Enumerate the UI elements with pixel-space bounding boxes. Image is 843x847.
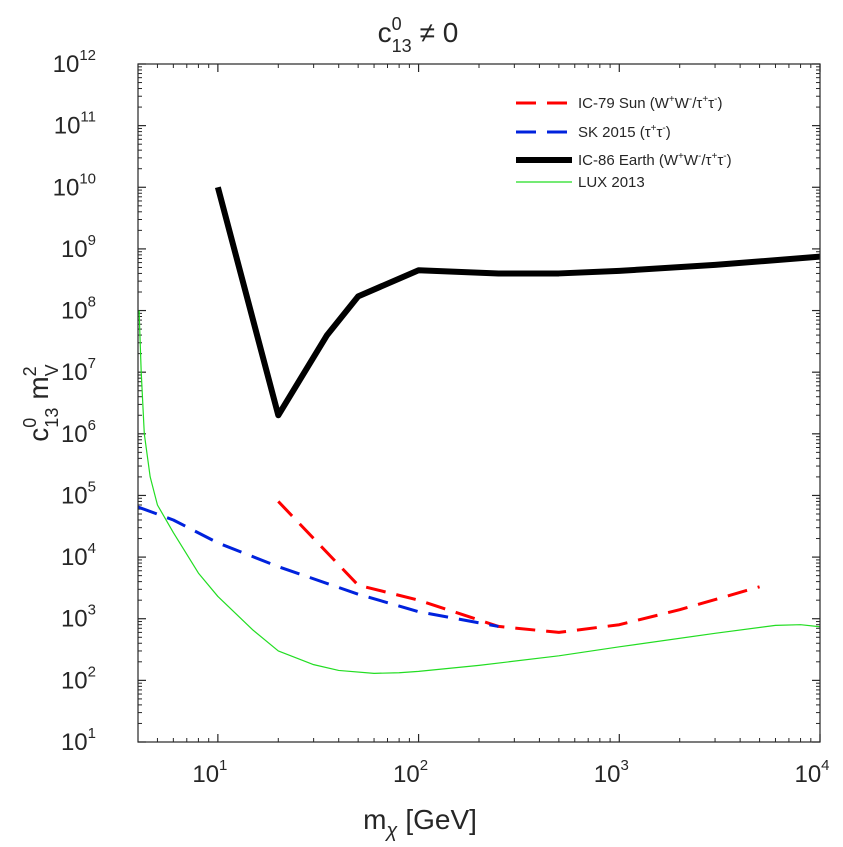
legend-label-ic86-earth: IC-86 Earth (W+W-/τ+τ-)	[578, 151, 732, 169]
y-tick-label: 107	[61, 355, 96, 386]
chart-title: c0 13 ≠ 0	[378, 14, 459, 56]
legend: IC-79 Sun (W+W-/τ+τ-) SK 2015 (τ+τ-) IC-86…	[516, 94, 732, 191]
y-tick-label: 108	[61, 294, 96, 325]
data-series	[138, 186, 820, 674]
y-tick-label: 109	[61, 232, 96, 263]
y-tick-label: 101	[61, 725, 96, 756]
y-tick-label: 105	[61, 478, 96, 509]
y-tick-label: 1012	[53, 47, 96, 78]
x-tick-label: 102	[393, 757, 428, 788]
legend-label-ic79-sun: IC-79 Sun (W+W-/τ+τ-)	[578, 94, 722, 112]
y-tick-label: 1010	[53, 170, 96, 201]
series-line-ic79-sun	[277, 500, 760, 634]
axis-tick-labels: 101 102 103 104 101 102 103 104 105 106 107 108 109 1…	[53, 47, 830, 788]
x-tick-label: 101	[192, 757, 227, 788]
y-tick-label: 103	[61, 602, 96, 633]
series-line-lux-2013	[138, 310, 820, 674]
x-axis-label: mχ [GeV]	[363, 804, 477, 842]
x-tick-label: 103	[594, 757, 629, 788]
x-tick-label: 104	[794, 757, 829, 788]
y-axis-label: c0 13m2 V	[20, 364, 62, 441]
axis-ticks	[138, 63, 821, 743]
series-line-sk-2015	[138, 505, 499, 628]
y-tick-label: 102	[61, 663, 96, 694]
series-line-ic86-earth	[214, 186, 820, 419]
y-tick-label: 104	[61, 540, 96, 571]
legend-label-sk-2015: SK 2015 (τ+τ-)	[578, 123, 671, 141]
y-tick-label: 106	[61, 417, 96, 448]
legend-label-lux-2013: LUX 2013	[578, 174, 645, 191]
y-tick-label: 1011	[54, 109, 96, 140]
plot-frame	[137, 63, 821, 743]
